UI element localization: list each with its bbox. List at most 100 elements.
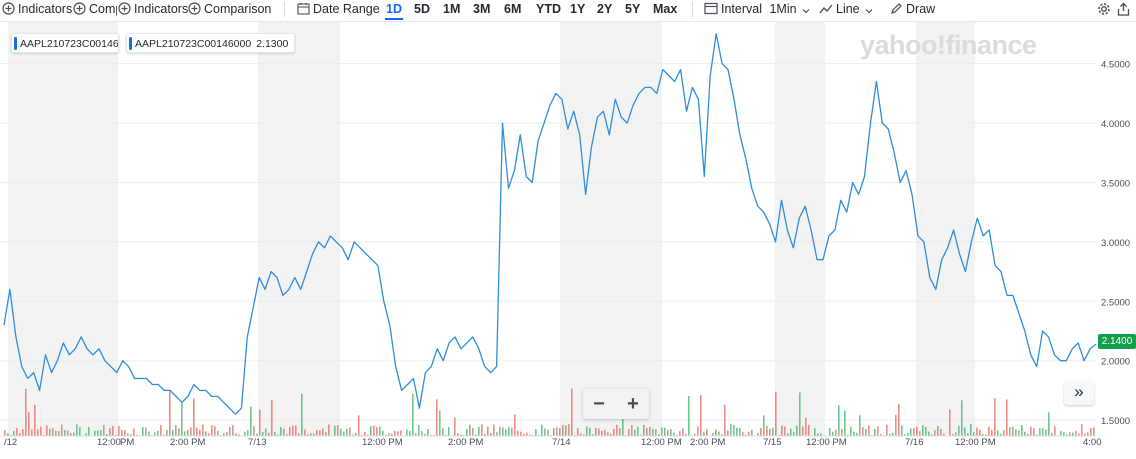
gear-icon [1098,3,1110,15]
range-max[interactable]: Max [653,2,678,16]
comparison-button-2[interactable]: Comparison [188,1,271,18]
volume-bar [997,430,999,436]
volume-bar [1054,426,1056,436]
share-button[interactable] [1117,2,1130,19]
volume-bar [358,415,360,436]
range-1m[interactable]: 1M [443,2,461,16]
volume-bar [121,430,123,436]
volume-bar [1090,428,1092,436]
zoom-out-button[interactable]: − [586,393,612,415]
volume-bar [400,430,402,436]
volume-bar [448,427,450,436]
volume-bar [673,432,675,436]
range-3m[interactable]: 3M [473,2,491,16]
volume-bar [283,428,285,436]
price-line [3,33,1097,415]
range-1y[interactable]: 1Y [570,2,586,16]
settings-button[interactable] [1097,2,1111,19]
volume-bar [814,428,816,436]
volume-bar [46,425,48,436]
volume-bar [124,430,126,436]
volume-bar [373,425,375,436]
zoom-in-button[interactable]: + [620,393,646,415]
volume-bar [385,434,387,436]
legend-chip-primary[interactable]: AAPL210723C00146 [11,33,119,53]
volume-bar [682,428,684,436]
volume-bar [580,433,582,436]
volume-bar [445,434,447,436]
volume-bar [259,409,261,436]
volume-bar [787,433,789,436]
volume-bar [844,410,846,436]
volume-bar [406,429,408,436]
volume-bar [1078,433,1080,436]
volume-bar [277,434,279,436]
volume-bar [109,428,111,436]
volume-bar [1075,430,1077,436]
interval-icon [704,2,718,15]
volume-bar [70,433,72,436]
interval-button[interactable]: Interval 1Min [704,1,813,18]
current-price-tag: 2.1400 [1098,334,1136,349]
volume-bar [568,424,570,436]
volume-bar [721,434,723,436]
range-6m[interactable]: 6M [504,2,522,16]
volume-bar [775,391,777,436]
chart-type-button[interactable]: Line [819,1,876,18]
range-ytd[interactable]: YTD [536,2,561,16]
volume-bar [181,401,183,436]
volume-bar [193,398,195,436]
volume-bar [55,430,57,436]
y-tick-label: 4.0000 [1101,119,1130,130]
legend-chip-comparison[interactable]: AAPL210723C00146000 2.1300 [126,33,296,53]
x-tick-label: 12:00 [97,437,121,448]
volume-bar [637,426,639,436]
volume-bar [391,433,393,436]
volume-bar [247,430,249,436]
volume-bar [910,428,912,436]
volume-bar [700,395,702,436]
volume-bar [196,427,198,436]
indicators-button-2[interactable]: Indicators [118,1,188,18]
volume-bar [1045,429,1047,436]
range-2y[interactable]: 2Y [597,2,613,16]
volume-bar [1027,433,1029,436]
volume-bar [961,400,963,436]
price-chart[interactable]: 4.5000 4.0000 3.5000 3.0000 2.5000 2.0000 1.50… [0,22,1136,459]
x-tick-label: 7/16 [905,437,924,448]
volume-bar [466,429,468,436]
volume-bar [430,434,432,436]
volume-bar [223,432,225,436]
volume-bar [928,431,930,436]
volume-bar [379,426,381,436]
volume-bar [307,434,309,436]
volume-bar [268,432,270,436]
volume-bar [463,434,465,436]
range-5y[interactable]: 5Y [625,2,641,16]
volume-bar [316,430,318,436]
volume-bar [1042,428,1044,436]
volume-bar [898,404,900,436]
volume-bar [571,388,573,436]
volume-bar [52,428,54,436]
volume-bar [28,412,30,436]
volume-bar [319,430,321,436]
volume-bar [232,425,234,436]
zoom-in-icon: + [627,393,639,415]
volume-bar [889,433,891,436]
indicators-label-2: Indicators [134,2,189,16]
volume-bar [715,429,717,436]
volume-bar [1084,433,1086,436]
volume-bar [769,428,771,436]
comparison-button-1[interactable]: Comp [73,1,117,18]
range-5d[interactable]: 5D [414,2,430,16]
volume-bar [679,431,681,436]
volume-bar [964,427,966,436]
comparison-icon [73,2,86,15]
range-1d[interactable]: 1D [386,2,402,16]
date-range-button[interactable]: Date Range [297,1,380,18]
indicators-button-1[interactable]: Indicators [2,1,72,18]
volume-bar [253,426,255,436]
draw-button[interactable]: Draw [890,1,935,18]
scroll-forward-button[interactable]: » [1064,381,1094,405]
